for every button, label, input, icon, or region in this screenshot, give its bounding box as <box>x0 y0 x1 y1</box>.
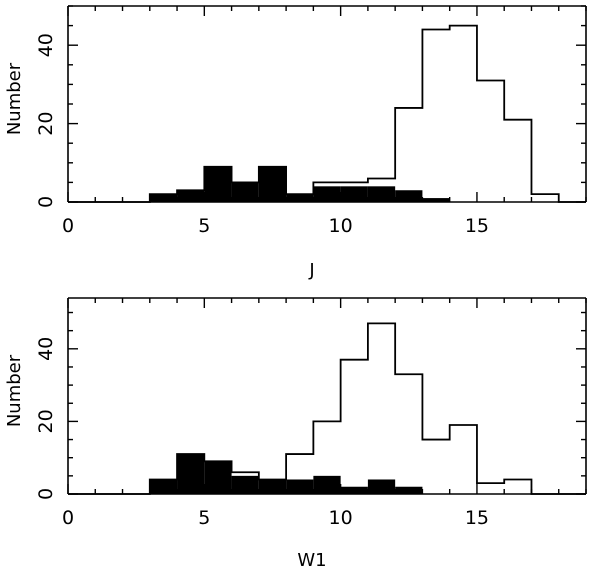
y-tick-label: 40 <box>35 337 57 361</box>
filled-bar <box>367 186 396 202</box>
x-tick-label: 0 <box>62 507 74 529</box>
filled-bar <box>395 486 423 494</box>
filled-bar <box>204 166 232 202</box>
top-histogram-panel: 0 5 10 15 0 20 40 J Number <box>4 5 587 281</box>
bottom-histogram-panel: 0 5 10 15 0 20 40 W1 Number <box>4 297 587 571</box>
x-tick-label: 10 <box>329 507 353 529</box>
y-axis-title: Number <box>4 354 25 427</box>
x-tick-label: 10 <box>329 215 353 237</box>
filled-bar <box>177 190 205 202</box>
filled-bar <box>231 475 259 494</box>
filled-bar <box>340 186 368 202</box>
y-tick-label: 40 <box>35 33 57 57</box>
filled-bar <box>258 479 287 494</box>
filled-bar <box>367 479 396 494</box>
y-tick-label: 20 <box>35 409 57 433</box>
filled-bar <box>313 475 341 494</box>
filled-bar <box>340 486 368 494</box>
filled-bar <box>231 182 259 202</box>
filled-bar <box>177 454 205 494</box>
filled-bar <box>313 186 341 202</box>
y-tick-label: 0 <box>35 196 57 208</box>
x-tick-label: 15 <box>465 507 489 529</box>
filled-bar <box>286 479 314 494</box>
filled-bar <box>149 479 178 494</box>
open-histogram-outline <box>68 24 586 203</box>
x-tick-label: 0 <box>62 215 74 237</box>
y-tick-label: 20 <box>35 112 57 136</box>
y-tick-label: 0 <box>35 488 57 500</box>
filled-bar <box>204 461 232 494</box>
open-histogram-outline <box>68 322 586 495</box>
x-axis-title: J <box>308 260 314 281</box>
filled-bar <box>395 190 423 202</box>
x-tick-label: 15 <box>465 215 489 237</box>
x-axis-title: W1 <box>297 550 326 571</box>
filled-bar <box>422 198 450 202</box>
filled-bar <box>149 194 178 202</box>
x-tick-label: 5 <box>198 215 210 237</box>
x-tick-label: 5 <box>198 507 210 529</box>
filled-bar <box>258 166 287 202</box>
y-axis-title: Number <box>4 62 25 135</box>
filled-bar <box>286 194 314 202</box>
